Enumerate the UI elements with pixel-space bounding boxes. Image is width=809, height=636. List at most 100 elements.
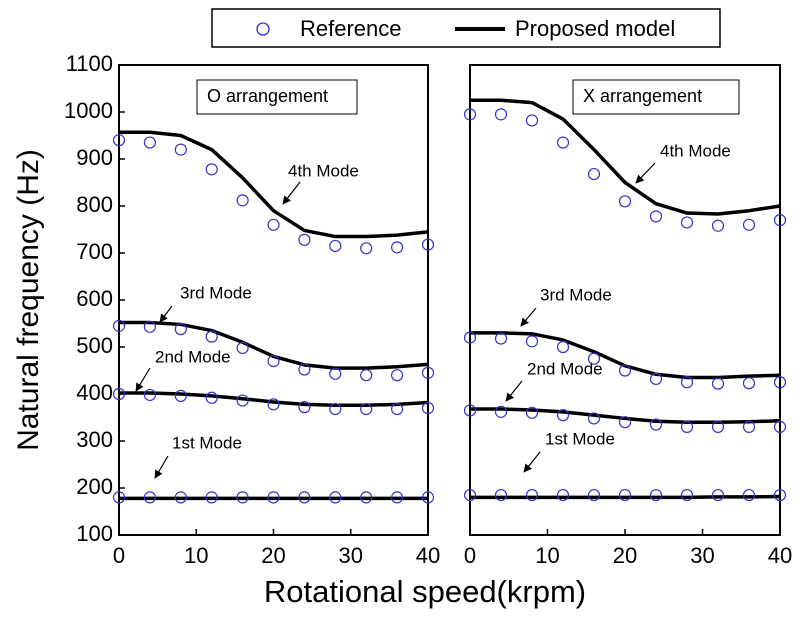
reference-point	[711, 219, 725, 232]
y-tick-label: 400	[76, 380, 113, 405]
mode-annotation: 3rd Mode	[540, 285, 612, 304]
reference-point	[618, 195, 632, 208]
x-tick-label: 10	[184, 543, 208, 568]
reference-point	[494, 405, 508, 418]
reference-point	[174, 143, 187, 156]
reference-point	[298, 491, 311, 504]
reference-point	[649, 418, 663, 431]
reference-point	[143, 491, 156, 504]
reference-point	[525, 488, 539, 502]
mode-annotation: 1st Mode	[172, 433, 242, 452]
plot-frame	[469, 64, 781, 536]
reference-point	[525, 406, 539, 419]
reference-point	[421, 366, 435, 379]
reference-point	[711, 488, 725, 502]
reference-point	[525, 114, 539, 127]
reference-point	[112, 319, 126, 332]
reference-point	[463, 404, 477, 417]
model-line	[470, 494, 781, 500]
mode-annotation: 1st Mode	[545, 429, 615, 448]
reference-point	[525, 335, 539, 348]
x-tick-label: 30	[690, 543, 714, 568]
mode-annotation: 3rd Mode	[180, 283, 252, 302]
reference-point	[680, 420, 694, 433]
reference-point	[360, 369, 373, 382]
panel-label-box	[196, 79, 358, 115]
reference-point	[742, 420, 756, 433]
reference-point	[298, 401, 311, 414]
reference-point	[236, 491, 249, 504]
y-tick-label: 700	[76, 239, 113, 264]
reference-point	[421, 238, 435, 251]
reference-point	[143, 388, 156, 402]
annotation-arrow	[635, 162, 656, 184]
annotation-arrow	[282, 181, 301, 205]
reference-point	[587, 488, 601, 502]
reference-point	[143, 136, 156, 149]
annotation-arrow	[520, 307, 537, 327]
reference-point	[742, 218, 756, 231]
annotation-arrow	[505, 380, 523, 402]
x-tick-label: 40	[416, 543, 440, 568]
x-tick-label: 30	[339, 543, 363, 568]
reference-point	[649, 372, 663, 386]
reference-point	[360, 491, 373, 504]
reference-point	[112, 134, 126, 147]
reference-point	[742, 488, 756, 502]
reference-point	[143, 320, 156, 333]
reference-point	[205, 491, 218, 504]
x-tick-label: 40	[768, 543, 792, 568]
reference-point	[556, 488, 570, 502]
reference-point	[421, 491, 435, 504]
reference-point	[463, 488, 477, 502]
annotation-arrow	[159, 305, 173, 323]
model-line	[119, 320, 429, 370]
reference-point	[267, 218, 280, 231]
reference-point	[267, 491, 280, 504]
reference-point	[773, 214, 787, 227]
reference-point	[680, 216, 694, 229]
reference-point	[587, 352, 601, 365]
annotation-arrow	[135, 367, 151, 392]
reference-point	[711, 420, 725, 433]
y-tick-label: 500	[76, 333, 113, 358]
reference-point	[267, 355, 280, 368]
reference-point	[618, 488, 632, 502]
reference-point	[421, 402, 435, 415]
y-tick-label: 800	[76, 192, 113, 217]
reference-point	[711, 377, 725, 390]
y-tick-label: 100	[76, 521, 113, 546]
legend-label: Reference	[300, 16, 402, 41]
reference-point	[205, 391, 218, 404]
reference-point	[494, 108, 508, 121]
reference-point	[680, 376, 694, 389]
reference-point	[773, 420, 787, 433]
annotation-arrow	[523, 451, 541, 473]
x-tick-label: 0	[464, 543, 476, 568]
reference-point	[391, 402, 404, 416]
reference-point	[391, 369, 404, 382]
reference-point	[649, 210, 663, 223]
x-axis-label: Rotational speed(krpm)	[264, 574, 586, 609]
reference-point	[773, 376, 787, 389]
reference-point	[360, 242, 373, 255]
reference-point	[618, 364, 632, 377]
model-line	[470, 407, 781, 424]
reference-point	[649, 488, 663, 502]
panel-label: O arrangement	[207, 86, 328, 106]
reference-point	[773, 488, 787, 502]
reference-point	[205, 163, 218, 176]
x-tick-label: 20	[613, 543, 637, 568]
reference-point	[360, 402, 373, 416]
reference-point	[205, 330, 218, 343]
reference-point	[556, 136, 570, 149]
y-tick-label: 1000	[64, 98, 113, 123]
reference-point	[298, 363, 311, 376]
model-line	[119, 130, 429, 239]
model-line	[119, 391, 429, 408]
y-tick-label: 900	[76, 145, 113, 170]
y-tick-label: 1100	[66, 51, 113, 76]
y-axis-label: Natural frequency (Hz)	[12, 149, 45, 451]
reference-point	[267, 398, 280, 411]
legend-label: Proposed model	[515, 16, 675, 41]
